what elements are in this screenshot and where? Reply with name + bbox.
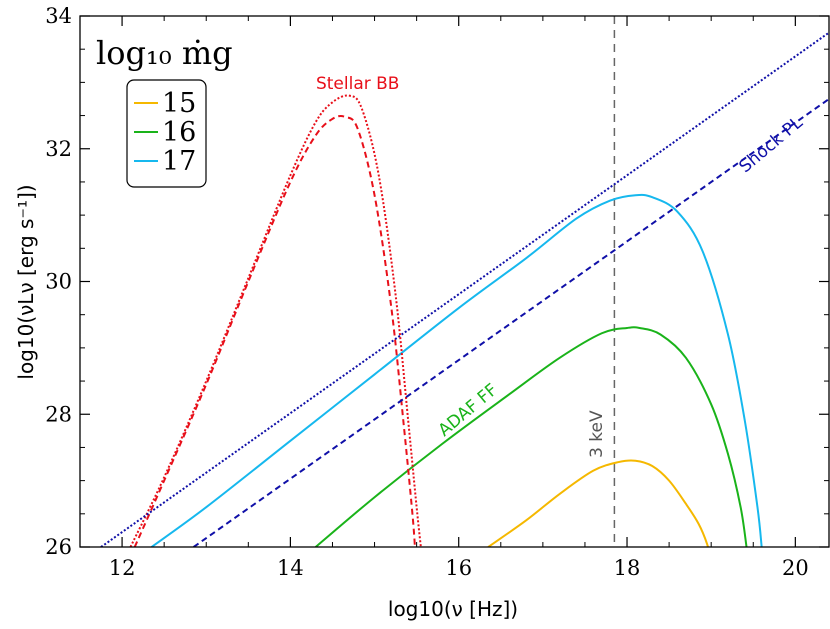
plot-series-group	[100, 16, 829, 547]
series-line-2	[150, 193, 763, 547]
legend-label-16: 16	[162, 117, 196, 148]
legend-label-15: 15	[162, 88, 196, 119]
x-axis-label: log10(ν [Hz])	[388, 597, 518, 621]
x-tick-label: 14	[277, 556, 304, 580]
series-line-3	[133, 114, 416, 547]
legend-label-17: 17	[162, 146, 196, 177]
series-line-4	[129, 94, 422, 547]
y-tick-label: 26	[45, 535, 72, 559]
annotation-stellar-bb: Stellar BB	[316, 74, 400, 94]
series-line-1	[314, 326, 748, 547]
x-tick-label: 18	[614, 556, 641, 580]
y-tick-label: 28	[45, 402, 72, 426]
axis-ticks: 12 14 16 18 20 26 28 30 32 34	[45, 4, 829, 580]
legend-title: log₁₀ ṁg	[96, 34, 233, 72]
y-tick-label: 30	[45, 270, 72, 294]
series-line-0	[487, 459, 710, 547]
annotation-shock-pl: Shock PL	[735, 112, 807, 177]
x-tick-label: 12	[109, 556, 136, 580]
annotations: Stellar BB Shock PL ADAF FF 3 keV	[316, 74, 807, 458]
series-line-5	[100, 31, 829, 547]
x-tick-label: 20	[782, 556, 809, 580]
x-tick-label: 16	[445, 556, 472, 580]
annotation-3-kev: 3 keV	[587, 410, 607, 458]
y-tick-label: 32	[45, 137, 72, 161]
y-axis-label: log10(νLν [erg s⁻¹])	[14, 184, 38, 379]
annotation-adaf-ff: ADAF FF	[435, 380, 502, 441]
y-tick-label: 34	[45, 4, 72, 28]
